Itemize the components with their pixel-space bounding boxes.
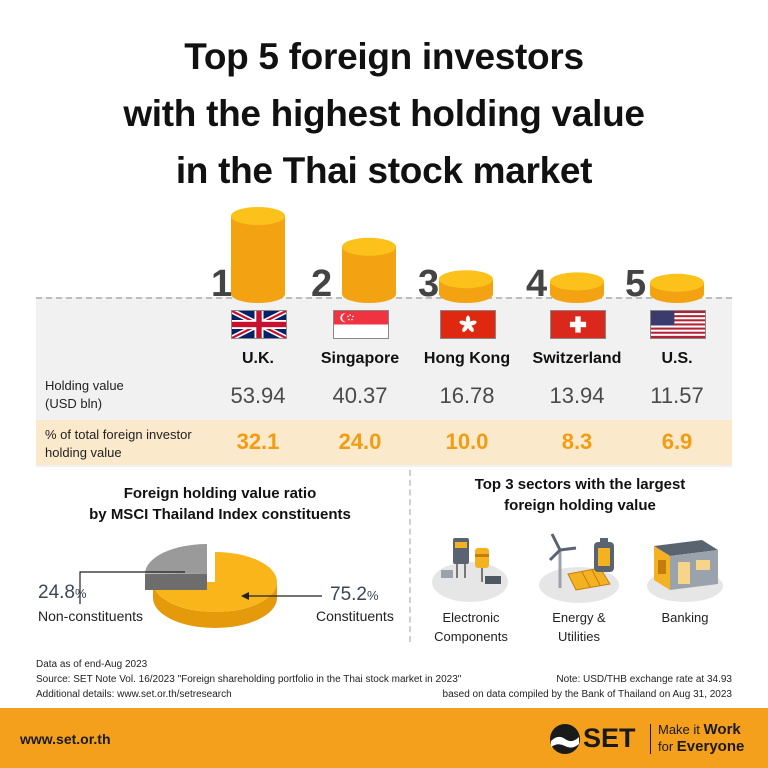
holding-value-1: 53.94: [230, 383, 286, 408]
footnotes-left: Data as of end-Aug 2023 Source: SET Note…: [36, 659, 462, 700]
bank-icon: [647, 540, 723, 602]
constituents-arrow-icon: [241, 592, 249, 600]
coin-stack-5: [650, 273, 704, 303]
country-label-3: Hong Kong: [423, 350, 511, 367]
page-title: Top 5 foreign investors with the highest…: [0, 28, 768, 199]
non-constituents-label: Non-constituents: [38, 608, 144, 624]
us-flag-icon: [650, 310, 706, 339]
footer-bar: [0, 708, 768, 768]
set-logo-icon: [550, 724, 580, 754]
percentage-value-2: 24.0: [338, 429, 382, 454]
sector-label-2: Energy & Utilities: [552, 610, 606, 644]
holding-value-row-label: Holding value (USD bln): [45, 378, 124, 411]
coin-stack-4: [550, 272, 604, 303]
pie-slice-constituents-side: [153, 582, 277, 628]
title-line-1: Top 5 foreign investors: [184, 36, 584, 77]
switzerland-flag-icon: [550, 310, 606, 339]
pie-slice-non-constituents-side: [145, 574, 207, 590]
rank-number-3: 3: [418, 263, 440, 305]
logo-divider: [650, 724, 651, 754]
pie-chart: [79, 544, 322, 628]
percentage-value-1: 32.1: [236, 429, 280, 454]
electronic-components-icon: [432, 538, 508, 602]
constituents-label: Constituents: [316, 608, 394, 624]
title-line-2: with the highest holding value: [123, 93, 645, 134]
section-divider: [409, 470, 411, 642]
percentage-value-5: 6.9: [661, 429, 693, 454]
non-constituents-value: 24.8%: [38, 582, 87, 603]
coin-stack-3: [439, 270, 493, 303]
country-label-2: Singapore: [320, 350, 400, 367]
rank-number-5: 5: [625, 263, 647, 305]
sector-label-1: Electronic Components: [434, 610, 508, 644]
non-constituents-leader-line: [79, 571, 185, 604]
singapore-flag-icon: [333, 310, 389, 339]
pie-slice-non-constituents: [145, 544, 207, 574]
rank-number-2: 2: [311, 263, 333, 305]
coin-stack-1: [231, 207, 285, 303]
rank-number-1: 1: [211, 263, 233, 305]
holding-value-3: 16.78: [439, 383, 495, 408]
energy-utilities-icon: [539, 533, 619, 603]
constituents-value: 75.2%: [330, 584, 379, 605]
website-link[interactable]: www.set.or.th: [20, 731, 111, 747]
country-label-5: U.S.: [661, 350, 693, 367]
country-label-1: U.K.: [242, 350, 274, 367]
set-logo-text: SET: [583, 723, 636, 753]
holding-value-5: 11.57: [650, 383, 704, 408]
holding-value-4: 13.94: [549, 383, 605, 408]
sector-label-3: Banking: [661, 610, 709, 625]
percentage-row-label: % of total foreign investor holding valu…: [45, 427, 192, 460]
percentage-value-3: 10.0: [445, 429, 489, 454]
footnotes-right: Note: USD/THB exchange rate at 34.93 bas…: [442, 674, 732, 700]
title-line-3: in the Thai stock market: [175, 150, 593, 191]
percentage-row-band: [36, 420, 732, 465]
percentage-value-4: 8.3: [561, 429, 593, 454]
pie-title: Foreign holding value ratio by MSCI Thai…: [89, 485, 351, 523]
coin-stack-2: [342, 237, 396, 303]
uk-flag-icon: [231, 310, 287, 339]
country-label-4: Switzerland: [532, 350, 622, 367]
hong-kong-flag-icon: [440, 310, 496, 339]
sectors-title: Top 3 sectors with the largest foreign h…: [474, 476, 686, 514]
slogan: Make it Work for Everyone: [658, 721, 745, 755]
coin-stacks: [231, 207, 704, 303]
holding-value-2: 40.37: [332, 383, 388, 408]
rank-number-4: 4: [526, 263, 548, 305]
